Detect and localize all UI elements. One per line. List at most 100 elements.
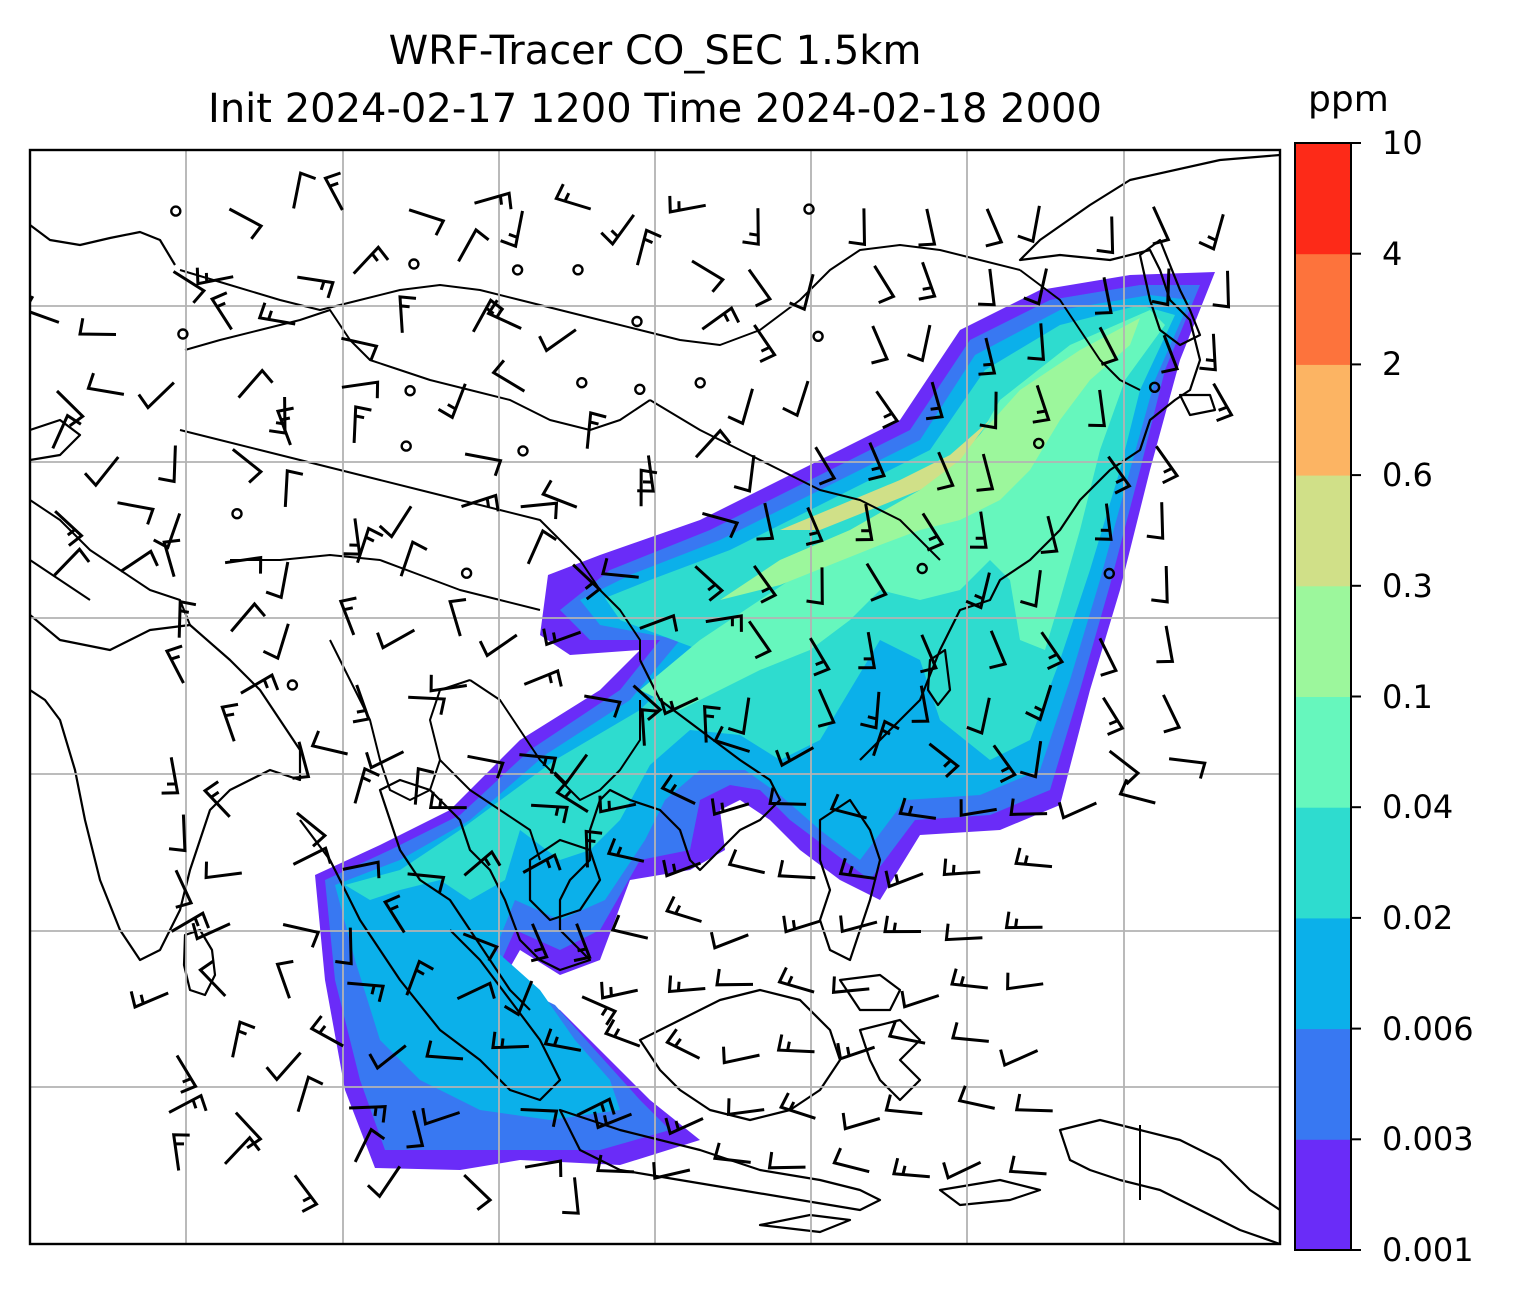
wind-barb — [265, 1051, 302, 1082]
wind-barb — [1004, 911, 1043, 930]
wind-barb — [726, 1098, 765, 1117]
wind-barb — [911, 685, 930, 723]
wind-barb — [572, 563, 602, 601]
wind-barb — [129, 991, 169, 1010]
wind-barb — [809, 637, 831, 677]
wind-barb — [1009, 798, 1048, 816]
wind-barb — [448, 598, 467, 637]
wind-barb — [777, 966, 815, 994]
colorbar-bin — [1295, 585, 1351, 697]
coast-japan-korea — [1138, 238, 1202, 347]
wind-barb — [275, 959, 294, 999]
wind-barb — [694, 428, 732, 459]
wind-barb — [884, 1094, 923, 1116]
colorbar-bin — [1295, 253, 1351, 365]
wind-barb — [478, 633, 518, 658]
coast-mindanao — [838, 973, 902, 1012]
wind-calm-marker — [170, 205, 182, 217]
coast-srilanka — [182, 928, 217, 997]
wind-barb — [437, 383, 467, 420]
wind-barb — [461, 493, 500, 512]
wind-calm-marker — [511, 264, 524, 276]
wind-barb — [413, 766, 435, 805]
wind-barb — [691, 259, 726, 293]
wind-barb — [463, 1174, 493, 1211]
wind-barb — [756, 502, 775, 541]
wind-barb — [702, 511, 740, 539]
colorbar-tick-label: 0.6 — [1382, 456, 1433, 495]
wind-barb — [1199, 333, 1217, 372]
wind-barb — [1155, 445, 1180, 485]
wind-barb — [1098, 326, 1119, 366]
wind-barb — [584, 829, 603, 868]
wind-barb — [398, 295, 417, 333]
wind-barb — [376, 628, 416, 650]
wind-barb — [1096, 216, 1115, 255]
colorbar-bin — [1295, 807, 1351, 919]
wind-barb — [1102, 696, 1125, 736]
wind-barb — [875, 390, 900, 430]
border-thailand — [439, 759, 541, 861]
wind-barb — [240, 672, 280, 695]
wind-barb — [555, 779, 589, 813]
wind-calm-marker — [631, 315, 643, 328]
wind-barb — [1152, 206, 1171, 246]
wind-barb — [158, 445, 177, 484]
wind-barb — [868, 442, 887, 482]
colorbar-tick-label: 0.02 — [1382, 898, 1454, 937]
wind-barb — [921, 512, 945, 552]
wind-barb — [985, 208, 1004, 248]
wind-barb — [209, 291, 233, 331]
wind-barb — [900, 990, 940, 1009]
wind-barb — [1017, 205, 1041, 244]
wind-barb — [530, 923, 549, 963]
wind-barb — [918, 261, 937, 301]
wind-barb — [778, 1092, 816, 1120]
wind-barb — [520, 1108, 559, 1128]
colorbar-tick-label: 0.1 — [1382, 677, 1433, 716]
country-borders — [30, 244, 1141, 1200]
wind-barb — [928, 742, 961, 778]
wind-barb — [353, 1127, 386, 1163]
wind-barb — [1212, 270, 1231, 309]
wind-barb — [936, 451, 955, 491]
wind-barb — [668, 195, 706, 214]
wind-barb — [832, 1147, 870, 1174]
wind-barb — [576, 1097, 616, 1117]
wind-barb — [257, 302, 296, 326]
wind-barb — [500, 210, 524, 249]
colorbar-tick-label: 4 — [1382, 234, 1403, 273]
wind-barb — [531, 803, 569, 824]
wind-barb — [598, 795, 637, 814]
wind-barb — [341, 336, 379, 362]
wind-barb — [541, 479, 578, 509]
wind-barb — [164, 644, 185, 684]
border-iran — [30, 559, 91, 601]
wind-barb — [486, 299, 522, 330]
wind-barb — [464, 452, 503, 477]
wind-calm-marker — [1103, 567, 1116, 580]
wind-barb — [365, 750, 405, 770]
colorbar-tick-label: 10 — [1382, 124, 1423, 162]
wind-barb — [1094, 277, 1113, 315]
wind-barb — [463, 849, 502, 877]
wind-barb — [1151, 565, 1169, 604]
wind-barb — [925, 381, 944, 421]
wind-barb — [366, 1165, 402, 1199]
coast-caspian — [30, 418, 82, 462]
wind-barb — [1168, 757, 1207, 779]
wind-calm-marker — [634, 383, 646, 395]
colorbar-bin — [1295, 1028, 1351, 1140]
coast-japan — [1178, 393, 1217, 417]
wind-barb — [806, 567, 824, 606]
wind-barb — [491, 1031, 529, 1050]
wind-barb — [782, 915, 821, 934]
wind-barb — [603, 1018, 641, 1048]
wind-barb — [526, 528, 558, 565]
wind-barb — [1162, 694, 1182, 734]
wind-barb — [292, 846, 332, 866]
wind-barb — [855, 503, 874, 542]
wind-barb — [1151, 268, 1171, 307]
wind-barb — [1019, 740, 1043, 779]
wind-barb — [957, 1085, 996, 1110]
